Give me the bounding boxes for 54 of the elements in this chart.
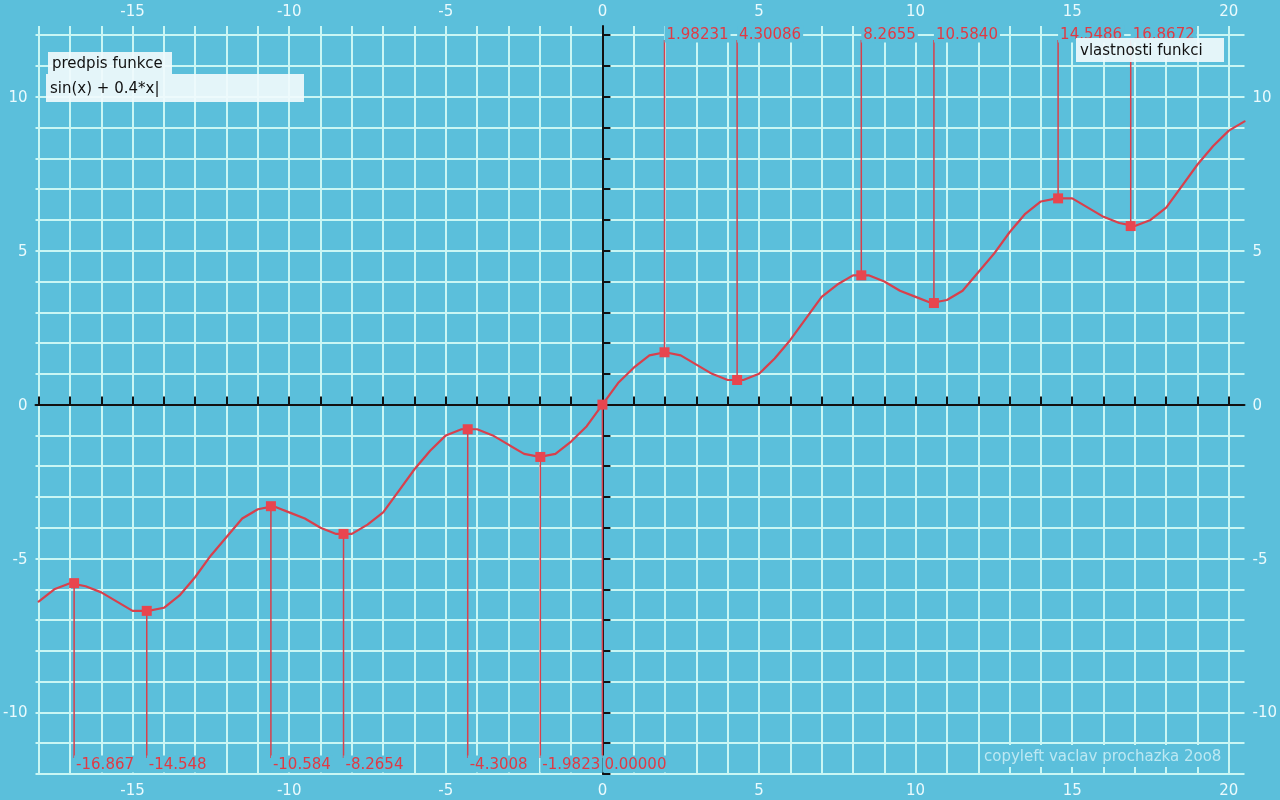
- x2-tick-label: -15: [120, 1, 145, 20]
- x2-tick-label: 15: [1062, 1, 1082, 20]
- point: [597, 399, 608, 410]
- annotation: -14.548: [148, 755, 207, 773]
- x-tick-label: 10: [906, 780, 926, 799]
- annotation: -16.867: [76, 755, 135, 773]
- y2-tick-label: 10: [1252, 87, 1272, 106]
- text-field: sin(x) + 0.4*x|: [46, 74, 304, 102]
- point: [659, 347, 670, 358]
- point: [856, 270, 867, 281]
- y-tick-label: -10: [3, 703, 28, 722]
- y-tick-label: 10: [8, 87, 28, 106]
- annotation: 8.2655: [863, 25, 916, 43]
- button: vlastnosti funkci: [1076, 38, 1224, 62]
- y2-tick-label: -10: [1252, 703, 1277, 722]
- point: [928, 298, 939, 309]
- annotation: -1.9823: [542, 755, 601, 773]
- point: [1053, 193, 1064, 204]
- x-tick-label: 0: [597, 780, 608, 799]
- x2-tick-label: -10: [276, 1, 302, 20]
- annotation: -4.3008: [469, 755, 528, 773]
- x-tick-label: -15: [120, 780, 145, 799]
- annotation: -8.2654: [345, 755, 404, 773]
- point: [535, 451, 546, 462]
- point: [141, 605, 152, 616]
- field-label: predpis funkce: [48, 52, 172, 74]
- annotation: 1.98231: [666, 25, 729, 43]
- x-tick-label: 20: [1219, 780, 1239, 799]
- y-tick-label: 5: [17, 241, 28, 260]
- x2-tick-label: 5: [754, 1, 764, 20]
- point: [265, 501, 276, 512]
- x-tick-label: -10: [276, 780, 302, 799]
- y2-tick-label: -5: [1252, 549, 1268, 568]
- point: [732, 374, 743, 385]
- x2-tick-label: 0: [597, 1, 608, 20]
- x2-tick-label: 10: [906, 1, 926, 20]
- annotation: 10.5840: [935, 25, 998, 43]
- point: [462, 424, 473, 435]
- annotation: copyleft vaclav prochazka 2oo8: [980, 745, 1226, 767]
- x2-tick-label: 20: [1219, 1, 1239, 20]
- point: [69, 578, 80, 589]
- annotation: 4.30086: [739, 25, 802, 43]
- x2-tick-label: -5: [438, 1, 454, 20]
- x-tick-label: -5: [438, 780, 454, 799]
- y2-tick-label: 0: [1252, 395, 1263, 414]
- point: [338, 528, 349, 539]
- x-tick-label: 5: [754, 780, 764, 799]
- y2-tick-label: 5: [1252, 241, 1263, 260]
- y-tick-label: -5: [12, 549, 28, 568]
- y-tick-label: 0: [17, 395, 28, 414]
- x-tick-label: 15: [1062, 780, 1082, 799]
- point: [1125, 221, 1136, 232]
- annotation: -10.584: [272, 755, 331, 773]
- annotation: 0.00000: [604, 755, 667, 773]
